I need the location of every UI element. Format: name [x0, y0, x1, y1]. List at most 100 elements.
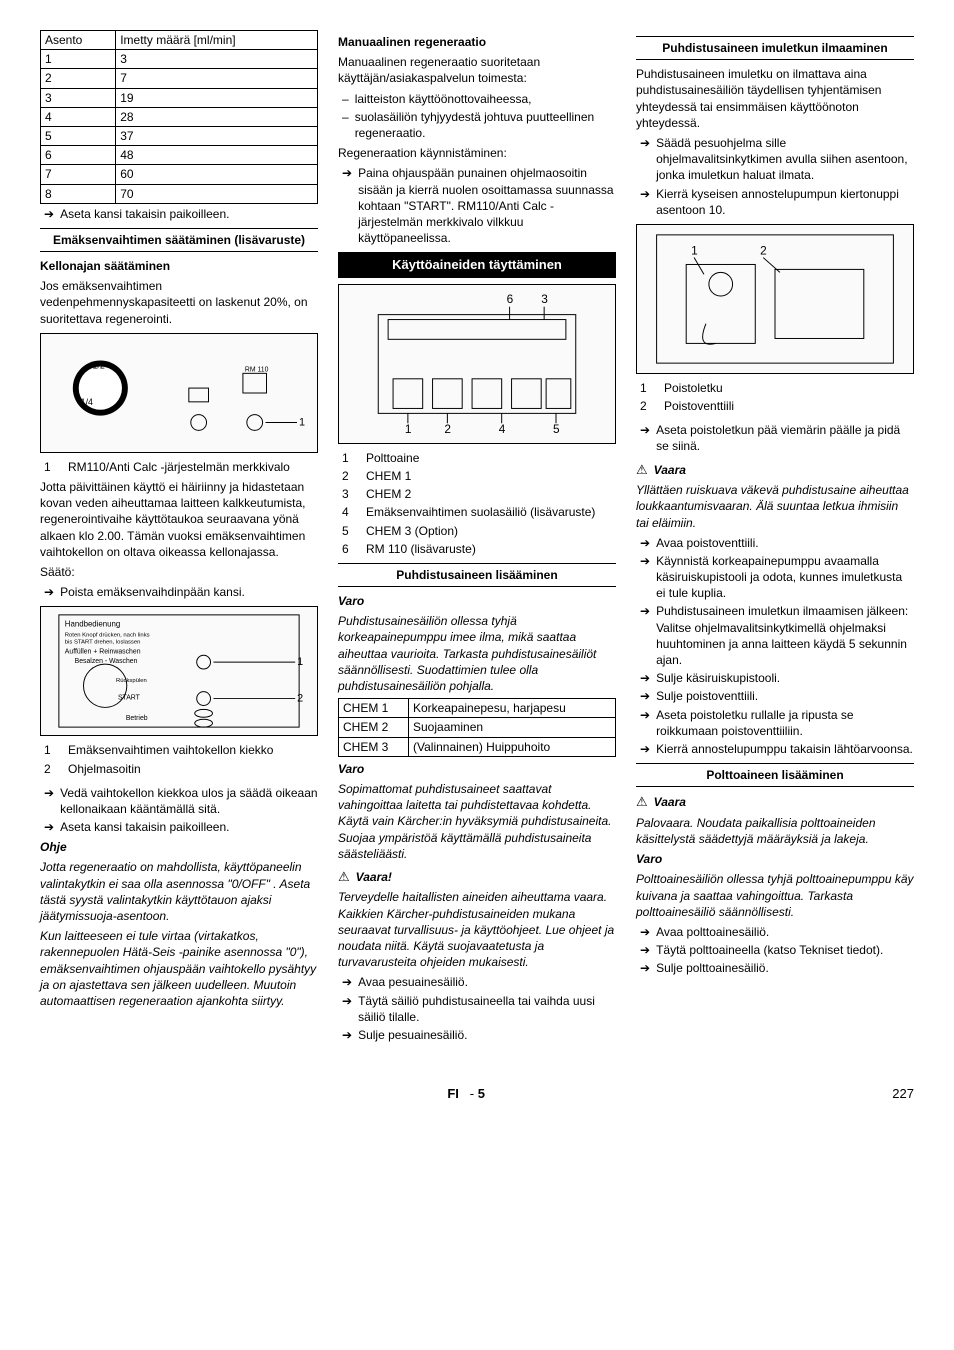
svg-text:3: 3: [541, 292, 548, 306]
legend-number: 1: [640, 380, 654, 396]
legend-number: 2: [640, 398, 654, 414]
para: Terveydelle haitallisten aineiden aiheut…: [338, 889, 616, 970]
svg-text:1: 1: [299, 416, 305, 428]
svg-text:bis START drehen, loslassen: bis START drehen, loslassen: [65, 640, 141, 646]
text: Avaa pesuainesäiliö.: [358, 974, 468, 990]
svg-text:RM 110: RM 110: [245, 366, 269, 373]
svg-text:2: 2: [297, 693, 303, 705]
footer-page-rel: 5: [478, 1086, 485, 1101]
figure-3: 6 3 1 2 4 5: [338, 284, 616, 444]
svg-text:6: 6: [507, 292, 514, 306]
page-footer: FI - 5 227: [40, 1085, 914, 1103]
varo-label: Varo: [636, 851, 914, 867]
svg-text:Betrieb: Betrieb: [126, 716, 148, 723]
text: Avaa polttoainesäiliö.: [656, 924, 769, 940]
table-cell: 48: [116, 146, 318, 165]
th-maara: Imetty määrä [ml/min]: [116, 31, 318, 50]
svg-text:2: 2: [444, 422, 451, 436]
legend-text: CHEM 1: [366, 468, 411, 484]
table-cell: CHEM 2: [339, 718, 409, 737]
arrow-icon: ➔: [44, 819, 54, 835]
para: Jotta päivittäinen käyttö ei häiriinny j…: [40, 479, 318, 560]
text: Kierrä annostelupumppu takaisin lähtöarv…: [656, 741, 913, 757]
vaara-label: Vaara: [654, 462, 686, 478]
text: Sulje poistoventtiili.: [656, 688, 758, 704]
heading-kellonaika: Kellonajan säätäminen: [40, 258, 318, 274]
legend-number: 5: [342, 523, 356, 539]
table-cell: 37: [116, 126, 318, 145]
legend-text: Emäksenvaihtimen vaihtokellon kiekko: [68, 742, 273, 758]
arrow-icon: ➔: [640, 603, 650, 668]
table-cell: (Valinnainen) Huippuhoito: [409, 737, 616, 756]
legend-item: 3CHEM 2: [342, 486, 616, 502]
arrow-icon: ➔: [342, 1027, 352, 1043]
arrow-icon: ➔: [640, 924, 650, 940]
para: Polttoainesäiliön ollessa tyhjä polttoai…: [636, 871, 914, 920]
arrow-icon: ➔: [640, 942, 650, 958]
legend-item: 2 CHEM 1: [342, 468, 616, 484]
text: Sulje pesuainesäiliö.: [358, 1027, 467, 1043]
table-cell: Korkeapainepesu, harjapesu: [409, 699, 616, 718]
text: Poista emäksenvaihdinpään kansi.: [60, 584, 245, 600]
vaara-label: Vaara: [654, 794, 686, 810]
table-cell: 19: [116, 88, 318, 107]
figure-4: 1 2: [636, 224, 914, 374]
legend-item: 1 Emäksenvaihtimen vaihtokellon kiekko: [44, 742, 318, 758]
heading: Puhdistusaineen imuletkun ilmaaminen: [636, 36, 914, 60]
figure-1: 1/21/4 RM 110 1: [40, 333, 318, 453]
heading-emaksen: Emäksenvaihtimen säätäminen (lisävaruste…: [40, 228, 318, 252]
text: Täytä säiliö puhdistusaineella tai vaihd…: [358, 993, 616, 1025]
legend-text: Ohjelmasoitin: [68, 761, 141, 777]
arrow-icon: ➔: [640, 535, 650, 551]
arrow-icon: ➔: [640, 186, 650, 218]
svg-text:1/4: 1/4: [81, 397, 93, 407]
svg-text:Roten Knopf drücken, nach link: Roten Knopf drücken, nach links: [65, 633, 150, 639]
legend-number: 2: [44, 761, 58, 777]
column-1: Asento Imetty määrä [ml/min] 13273194285…: [40, 30, 318, 1045]
svg-text:2: 2: [760, 243, 767, 257]
text: Aseta kansi takaisin paikoilleen.: [60, 819, 229, 835]
para: Puhdistusaineen imuletku on ilmattava ai…: [636, 66, 914, 131]
warning-icon: ⚠: [636, 461, 648, 479]
para: Puhdistusainesäiliön ollessa tyhjä korke…: [338, 613, 616, 694]
legend-item: 6RM 110 (lisävaruste): [342, 541, 616, 557]
table-cell: 5: [41, 126, 116, 145]
arrow-icon: ➔: [342, 993, 352, 1025]
svg-text:Rückspülen: Rückspülen: [116, 678, 147, 684]
text: Avaa poistoventtiili.: [656, 535, 759, 551]
table-cell: 2: [41, 69, 116, 88]
table-cell: 1: [41, 50, 116, 69]
svg-text:1: 1: [297, 656, 303, 668]
text: Aseta poistoletkun pää viemärin päälle j…: [656, 422, 914, 454]
table-cell: CHEM 3: [339, 737, 409, 756]
table-cell: 4: [41, 107, 116, 126]
arrow-icon: ➔: [640, 707, 650, 739]
heading-inverse: Käyttöaineiden täyttäminen: [338, 252, 616, 278]
para: Palovaara. Noudata paikallisia polttoain…: [636, 815, 914, 847]
asento-table: Asento Imetty määrä [ml/min] 13273194285…: [40, 30, 318, 204]
legend-item: 2 Ohjelmasoitin: [44, 761, 318, 777]
legend-number: 1: [44, 742, 58, 758]
text: Kierrä kyseisen annostelupumpun kiertonu…: [656, 186, 914, 218]
svg-text:5: 5: [553, 422, 560, 436]
legend-number: 2: [342, 468, 356, 484]
text: laitteiston käyttöönottovaiheessa,: [355, 91, 532, 107]
svg-text:1: 1: [691, 243, 698, 257]
para: Regeneraation käynnistäminen:: [338, 145, 616, 161]
footer-sep: -: [470, 1086, 474, 1101]
arrow-icon: ➔: [342, 165, 352, 246]
svg-text:START: START: [118, 695, 141, 702]
legend-number: 1: [44, 459, 58, 475]
table-cell: 3: [41, 88, 116, 107]
legend-number: 6: [342, 541, 356, 557]
warning-icon: ⚠: [338, 868, 350, 886]
arrow-icon: ➔: [342, 974, 352, 990]
svg-text:1: 1: [405, 422, 412, 436]
text: Aseta poistoletku rullalle ja ripusta se…: [656, 707, 914, 739]
arrow-icon: ➔: [44, 785, 54, 817]
arrow-icon: ➔: [640, 422, 650, 454]
heading: Polttoaineen lisääminen: [636, 763, 914, 787]
legend-text: CHEM 2: [366, 486, 411, 502]
svg-text:Auffüllen + Reinwaschen: Auffüllen + Reinwaschen: [65, 649, 141, 656]
legend-text: RM110/Anti Calc -järjestelmän merkkivalo: [68, 459, 290, 475]
